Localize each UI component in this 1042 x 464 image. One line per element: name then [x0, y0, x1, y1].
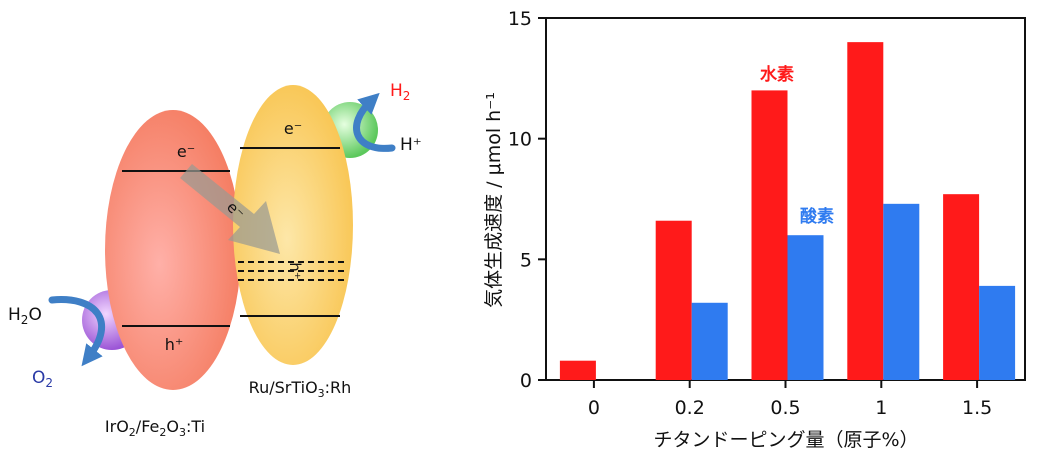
- y-tick-label: 10: [508, 129, 532, 151]
- right-particle-label: Ru/SrTiO3:Rh: [249, 378, 352, 400]
- bar-oxygen-4: [979, 285, 1016, 380]
- bar-hydrogen-3: [847, 42, 884, 381]
- y-axis-title: 気体生成速度 / μmol h⁻¹: [483, 92, 505, 308]
- x-tick-label: 0.5: [770, 397, 800, 419]
- proton-reduction-arrow: [353, 92, 396, 152]
- proton-label: H⁺: [400, 135, 422, 155]
- x-tick-label: 1.5: [962, 397, 992, 419]
- series-label-hydrogen: 水素: [760, 64, 794, 85]
- bar-hydrogen-4: [943, 194, 980, 380]
- left-electron-label: e⁻: [177, 142, 195, 161]
- x-axis-title: チタンドーピング量（原子%）: [653, 429, 918, 451]
- bar-hydrogen-1: [655, 220, 692, 380]
- y-tick-label: 15: [508, 8, 532, 30]
- x-tick-label: 0.2: [675, 397, 705, 419]
- water-oxidation-arrow: [48, 296, 106, 367]
- water-label: H2O: [8, 305, 42, 327]
- x-tick-label: 0: [588, 397, 600, 419]
- z-scheme-diagram: e⁻ h⁺ e⁻ h⁺ e⁻ H2O O2 H⁺ H2 IrO2/Fe2O3:T…: [8, 81, 422, 439]
- transfer-hole-label: h⁺: [286, 262, 304, 279]
- x-tick-label: 1: [875, 397, 887, 419]
- y-tick-label: 0: [520, 370, 532, 392]
- hydrogen-label: H2: [390, 81, 410, 103]
- oxygen-label: O2: [32, 368, 53, 390]
- bar-hydrogen-0: [559, 360, 596, 380]
- z-scheme-transfer-arrow: [180, 164, 280, 254]
- bar-hydrogen-2: [751, 90, 788, 381]
- left-particle-label: IrO2/Fe2O3:Ti: [105, 417, 205, 439]
- y-tick-label: 5: [520, 249, 532, 271]
- bar-oxygen-1: [691, 302, 728, 380]
- series-label-oxygen: 酸素: [800, 206, 834, 227]
- right-electron-label: e⁻: [284, 119, 302, 138]
- bar-oxygen-3: [883, 203, 920, 380]
- left-hole-label: h⁺: [165, 335, 184, 354]
- bar-oxygen-2: [787, 235, 824, 380]
- right-particle-ellipse: [233, 85, 353, 365]
